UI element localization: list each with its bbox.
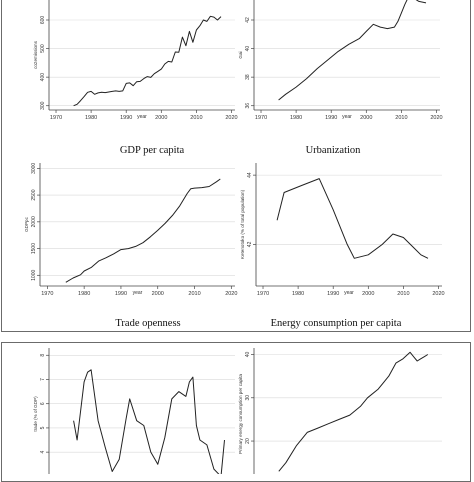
tick-label-y: 40: [245, 46, 251, 52]
tick-label-y: 500: [40, 44, 46, 53]
tick-label-x: 2000: [362, 291, 374, 297]
chart-energy_bottom: 20 30 40 Primary energy consumption per cap…: [238, 348, 442, 474]
tick-label-x: 1990: [120, 115, 132, 121]
axis-label-y: co2emissions: [33, 40, 38, 69]
tick-label-y: 300: [40, 101, 46, 110]
series-line: [65, 178, 221, 283]
tick-label-x: 2010: [188, 291, 200, 297]
tick-label-x: 2010: [395, 115, 407, 121]
tick-label-y: 600: [40, 16, 46, 25]
chart-urbanization: 36 38 40 42 1970 1980 1990 2000 2010 2020 year Gai: [238, 0, 443, 121]
tick-label-x: 1970: [257, 291, 269, 297]
tick-label-x: 2000: [360, 115, 372, 121]
tick-label-y: 2500: [31, 189, 37, 200]
plot-area: [254, 0, 440, 110]
tick-label-y: 400: [40, 73, 46, 82]
series-line: [278, 0, 427, 101]
caption-trade-openness: Trade openness: [115, 318, 181, 329]
axis-label-y: Gai: [238, 51, 243, 58]
chart-energy_top: 42 44 1970 1980 1990 2000 2010 2020 year Ketenoto…: [240, 163, 445, 297]
plot-area: [256, 163, 442, 286]
series-line: [73, 369, 225, 474]
tick-label-x: 2000: [155, 115, 167, 121]
axis-label-x: year: [133, 290, 143, 296]
tick-label-x: 1990: [115, 291, 127, 297]
axis-label-x: year: [342, 114, 352, 120]
tick-label-y: 44: [247, 172, 253, 178]
axis-label-x: year: [344, 290, 354, 296]
tick-label-x: 2020: [430, 115, 442, 121]
tick-label-y: 38: [245, 74, 251, 80]
chart-trade: 345678trade (% of GDP): [33, 348, 235, 474]
tick-label-x: 2000: [152, 291, 164, 297]
tick-label-y: 40: [245, 351, 251, 357]
tick-label-x: 2010: [397, 291, 409, 297]
tick-label-y: 42: [245, 17, 251, 23]
axis-label-y: Primary energy consumption per capita: [238, 374, 243, 454]
tick-label-y: 8: [40, 354, 46, 357]
plot-area: [254, 348, 442, 474]
tick-label-y: 3000: [31, 163, 37, 174]
tick-label-x: 1970: [50, 115, 62, 121]
tick-label-y: 2000: [31, 216, 37, 227]
tick-label-x: 1990: [327, 291, 339, 297]
tick-label-y: 30: [245, 395, 251, 401]
tick-label-y: 5: [40, 426, 46, 429]
plot-area: [49, 0, 235, 110]
axis-label-x: year: [137, 114, 147, 120]
top-panel-frame: [1, 0, 471, 332]
tick-label-y: 7: [40, 378, 46, 381]
tick-label-x: 2010: [190, 115, 202, 121]
axis-label-y: GDPpc: [24, 216, 29, 232]
tick-label-x: 2020: [225, 115, 237, 121]
tick-label-y: 4: [40, 451, 46, 454]
tick-label-y: 1500: [31, 243, 37, 254]
series-line: [276, 178, 429, 259]
tick-label-x: 2020: [225, 291, 237, 297]
series-line: [73, 15, 222, 107]
tick-label-x: 1970: [255, 115, 267, 121]
axis-label-y: trade (% of GDP): [33, 396, 38, 432]
tick-label-x: 1980: [85, 115, 97, 121]
plot-area: [40, 163, 235, 286]
tick-label-x: 1990: [325, 115, 337, 121]
tick-label-x: 2020: [432, 291, 444, 297]
chart-gdp: 1000 1500 2000 2500 3000 1970 1980 1990 2000 2010…: [24, 163, 237, 297]
tick-label-y: 6: [40, 402, 46, 405]
caption-energy-consumption: Energy consumption per capita: [270, 318, 402, 329]
tick-label-x: 1980: [290, 115, 302, 121]
series-line: [278, 351, 429, 472]
tick-label-y: 20: [245, 438, 251, 444]
tick-label-y: 36: [245, 103, 251, 109]
tick-label-x: 1980: [78, 291, 90, 297]
caption-urbanization: Urbanization: [305, 145, 361, 156]
plot-area: [49, 348, 235, 474]
tick-label-x: 1980: [292, 291, 304, 297]
tick-label-y: 1000: [31, 270, 37, 281]
axis-label-y: Ketenotoko (% of total population): [240, 189, 245, 259]
tick-label-x: 1970: [41, 291, 53, 297]
chart-co2: 300 400 500 600 1970 1980 1990 2000 2010 2020 year…: [33, 0, 238, 121]
caption-gdp-per-capita: GDP per capita: [119, 145, 185, 156]
tick-label-y: 42: [247, 241, 253, 247]
